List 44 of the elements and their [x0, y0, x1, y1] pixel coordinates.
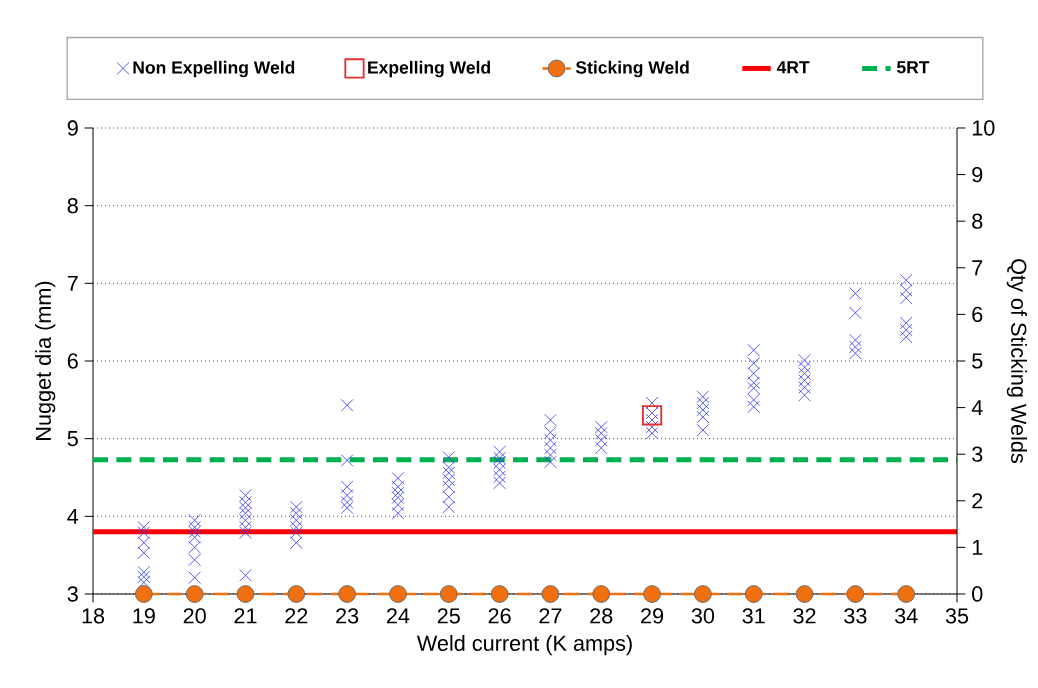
x-tick-label: 28: [590, 608, 613, 624]
y2-tick-label: 2: [972, 493, 983, 509]
x-tick-label: 25: [437, 608, 460, 624]
x-axis-title: Weld current (K amps): [416, 635, 632, 656]
y2-tick-label: 4: [971, 400, 983, 416]
y-tick-label: 8: [67, 198, 78, 214]
y2-tick-label: 0: [972, 586, 983, 602]
legend-label: Sticking Weld: [575, 60, 689, 78]
y2-tick-label: 1: [972, 539, 983, 555]
x-tick-label: 24: [386, 608, 410, 624]
legend-label: Non Expelling Weld: [133, 60, 295, 78]
y2-tick-label: 6: [972, 306, 983, 323]
x-tick-label: 21: [234, 608, 257, 624]
x-tick-label: 30: [691, 608, 715, 624]
y-tick-label: 9: [67, 120, 78, 136]
y2-tick-label: 9: [972, 166, 983, 183]
y2-axis-title: Qty of Sticking Welds: [1006, 259, 1027, 463]
y2-tick-label: 10: [972, 120, 995, 136]
y-axis-title: Nugget dia (mm): [35, 281, 56, 440]
x-tick-label: 34: [894, 608, 918, 624]
x-tick-label: 19: [133, 608, 155, 624]
y2-tick-label: 5: [972, 353, 983, 369]
x-tick-label: 18: [82, 608, 105, 624]
x-tick-label: 31: [742, 608, 765, 624]
y2-tick-label: 8: [972, 213, 983, 229]
legend-label: 5RT: [897, 61, 930, 74]
legend-label: 4RT: [776, 61, 810, 74]
y-tick-label: 6: [67, 353, 78, 369]
y-tick-label: 3: [67, 586, 78, 602]
y-tick-label: 7: [67, 275, 78, 291]
y2-tick-label: 3: [972, 446, 983, 462]
x-tick-label: 33: [844, 608, 867, 624]
x-tick-label: 29: [641, 608, 664, 624]
x-tick-label: 23: [336, 608, 359, 624]
x-tick-label: 26: [488, 608, 511, 624]
x-tick-label: 32: [793, 608, 816, 624]
y-tick-label: 4: [67, 508, 79, 524]
x-tick-label: 22: [285, 608, 308, 624]
y-tick-label: 5: [67, 431, 78, 447]
x-tick-label: 20: [183, 608, 206, 624]
legend-label: Expelling Weld: [368, 60, 490, 78]
x-tick-label: 27: [539, 608, 562, 624]
x-tick-label: 35: [945, 608, 969, 624]
y2-tick-label: 7: [972, 260, 983, 276]
